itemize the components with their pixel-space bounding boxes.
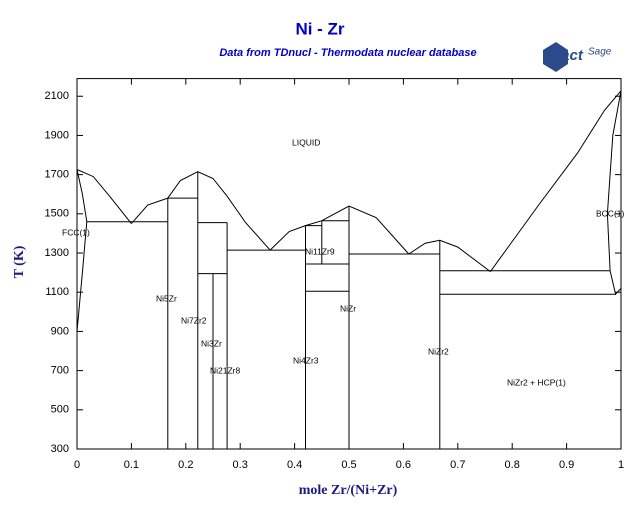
- x-tick-label: 1: [618, 459, 624, 471]
- phase-boundary: [76, 169, 88, 332]
- region-label: NiZr2 + HCP(1): [507, 377, 566, 387]
- phase-boundary: [167, 171, 271, 251]
- chart-title: Ni - Zr: [295, 19, 344, 38]
- y-tick-label: 300: [51, 443, 69, 455]
- y-tick-label: 700: [51, 365, 69, 377]
- y-tick-label: 1500: [45, 208, 69, 220]
- region-label: LIQUID: [292, 137, 320, 147]
- y-tick-label: 1900: [45, 129, 69, 141]
- y-tick-label: 1700: [45, 169, 69, 181]
- region-label: Ni21Zr8: [210, 365, 241, 375]
- x-tick-label: 0.6: [396, 459, 411, 471]
- region-label: Ni11Zr9: [305, 246, 335, 256]
- y-tick-label: 1100: [45, 286, 69, 298]
- y-tick-label: 500: [51, 404, 69, 416]
- x-tick-label: 0.1: [124, 459, 139, 471]
- phase-boundary: [269, 220, 322, 251]
- x-tick-label: 0.2: [178, 459, 193, 471]
- phase-boundary: [408, 239, 491, 272]
- y-tick-label: 2100: [45, 90, 69, 102]
- x-axis-label: mole Zr/(Ni+Zr): [299, 483, 398, 498]
- phase-boundary: [321, 205, 410, 255]
- y-tick-label: 1300: [45, 247, 69, 259]
- x-tick-label: 0: [74, 459, 80, 471]
- x-tick-label: 0.5: [341, 459, 356, 471]
- region-label: NiZr: [340, 303, 356, 313]
- x-tick-label: 0.7: [450, 459, 465, 471]
- phase-boundary: [489, 90, 622, 272]
- region-label: Ni7Zr2: [181, 315, 207, 325]
- phase-boundary: [606, 90, 622, 296]
- logo: Fact Sage: [543, 42, 612, 72]
- x-tick-label: 0.3: [233, 459, 248, 471]
- y-tick-label: 900: [51, 325, 69, 337]
- logo-sup: Sage: [588, 47, 612, 58]
- chart-subtitle: Data from TDnucl - Thermodata nuclear da…: [219, 47, 476, 59]
- region-label: Ni3Zr: [201, 338, 222, 348]
- x-tick-label: 0.4: [287, 459, 302, 471]
- x-tick-label: 0.9: [559, 459, 574, 471]
- region-label: NiZr2: [428, 346, 449, 356]
- logo-main: Fact: [552, 47, 584, 64]
- x-tick-label: 0.8: [505, 459, 520, 471]
- phase-boundary: [76, 169, 132, 224]
- region-label: BCC(1): [596, 208, 625, 218]
- phase-boundary: [131, 197, 168, 224]
- logo-mark: [543, 42, 568, 72]
- y-axis-label: T (K): [12, 245, 27, 278]
- region-label: Ni5Zr: [156, 293, 177, 303]
- region-label: FCC(1): [62, 227, 90, 237]
